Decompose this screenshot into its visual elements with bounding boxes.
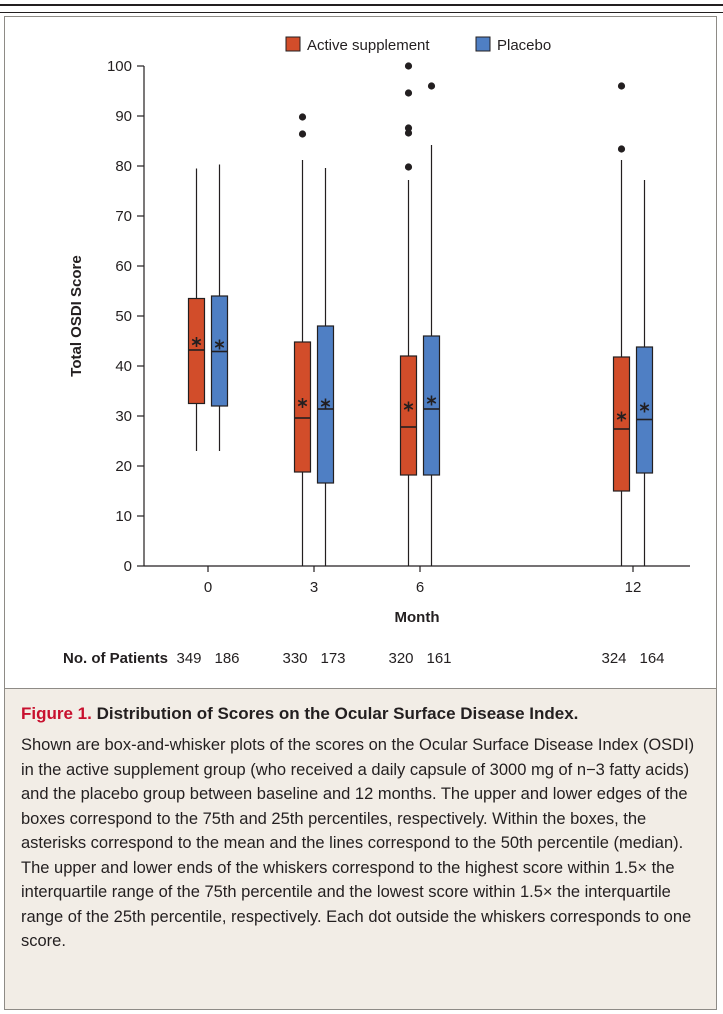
- x-tick-label: 6: [416, 579, 424, 596]
- mean-placebo-3-stroke: [320, 400, 331, 407]
- patients-placebo-6: 161: [426, 650, 451, 667]
- mean-active-3-stroke: [297, 399, 308, 407]
- top-rule: [0, 0, 723, 13]
- legend-label-1: Placebo: [497, 37, 551, 54]
- y-tick-label: 20: [115, 458, 132, 475]
- y-tick-label: 30: [115, 408, 132, 425]
- legend-label-0: Active supplement: [307, 37, 430, 54]
- outlier-active-12: [617, 82, 626, 90]
- patients-active-0: 349: [176, 650, 201, 667]
- mean-active-0-stroke: [191, 338, 202, 346]
- y-tick-label: 100: [107, 58, 132, 75]
- caption-title: Figure 1. Distribution of Scores on the …: [21, 703, 700, 725]
- y-tick-label: 80: [115, 158, 132, 175]
- legend-swatch-1: [475, 36, 491, 52]
- caption-title-text: Distribution of Scores on the Ocular Sur…: [96, 704, 579, 723]
- patients-active-6: 320: [388, 650, 413, 667]
- outlier-active-12: [617, 145, 626, 153]
- patients-active-12: 324: [601, 650, 626, 667]
- outlier-active-6: [404, 89, 413, 97]
- y-tick-label: 10: [115, 508, 132, 525]
- y-tick-label: 50: [115, 308, 132, 325]
- y-tick-label: 90: [115, 108, 132, 125]
- y-tick-label: 0: [124, 558, 132, 575]
- x-tick-label: 3: [310, 579, 318, 596]
- mean-placebo-0: [214, 339, 225, 350]
- patients-placebo-12: 164: [639, 650, 664, 667]
- y-tick-label: 40: [115, 358, 132, 375]
- box-active-6: [399, 355, 418, 476]
- mean-active-6-stroke: [403, 403, 414, 410]
- y-tick-label: 70: [115, 208, 132, 225]
- mean-placebo-12: [639, 402, 650, 413]
- caption-label: Figure 1.: [21, 704, 92, 723]
- patients-label: No. of Patients: [63, 650, 168, 667]
- mean-active-3: [297, 398, 308, 408]
- mean-active-12: [616, 411, 627, 422]
- x-axis-title: Month: [395, 609, 440, 626]
- x-tick-label: 12: [625, 579, 642, 596]
- mean-placebo-0-stroke: [214, 341, 225, 348]
- patients-placebo-3: 173: [320, 650, 345, 667]
- mean-active-6: [403, 401, 414, 412]
- mean-placebo-3: [320, 398, 331, 409]
- y-tick-label: 60: [115, 258, 132, 275]
- caption-body: Shown are box-and-whisker plots of the s…: [21, 736, 695, 950]
- box-plot-chart: 0 10 20 30 40 50 60 70 80 90 100 0 3 6 12 Month Total OS…: [63, 36, 690, 667]
- box-active-0: [187, 297, 206, 405]
- outlier-active-3: [298, 130, 307, 138]
- mean-active-12-stroke: [616, 413, 627, 420]
- outlier-active-6: [404, 62, 413, 70]
- outlier-placebo-6: [427, 82, 436, 90]
- x-tick-label: 0: [204, 579, 212, 596]
- box-active-12: [612, 356, 631, 492]
- patients-active-3: 330: [282, 650, 307, 667]
- mean-placebo-12-stroke: [639, 404, 650, 411]
- outlier-active-6: [404, 163, 413, 171]
- y-axis-title: Total OSDI Score: [68, 255, 85, 376]
- outlier-active-6: [404, 129, 413, 137]
- legend-swatch-0: [285, 36, 301, 52]
- mean-active-0: [191, 337, 202, 347]
- mean-placebo-6-stroke: [426, 397, 437, 404]
- figure-caption: Figure 1. Distribution of Scores on the …: [5, 688, 716, 1009]
- mean-placebo-6: [426, 395, 437, 406]
- outlier-active-6: [404, 124, 413, 132]
- patients-placebo-0: 186: [214, 650, 239, 667]
- outlier-active-3: [298, 113, 307, 121]
